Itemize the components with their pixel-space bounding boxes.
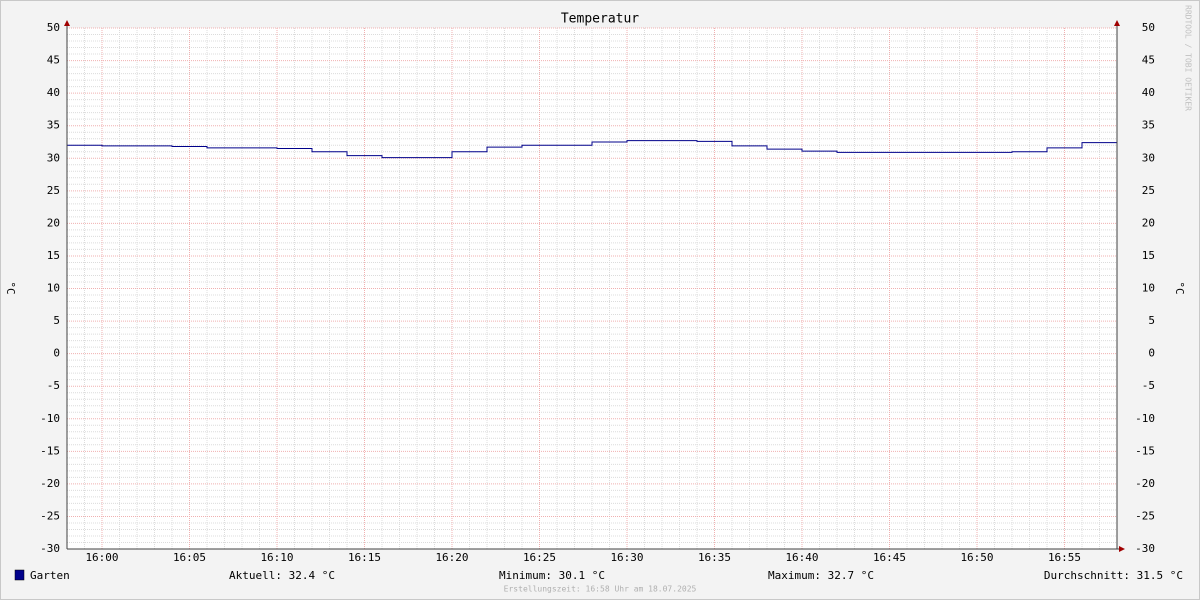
y-tick-label: -25 bbox=[40, 509, 60, 522]
y2-tick-label: 5 bbox=[1148, 314, 1155, 327]
x-tick-label: 16:50 bbox=[960, 551, 993, 564]
stat: Durchschnitt: 31.5 °C bbox=[1044, 569, 1183, 582]
y-tick-label: -20 bbox=[40, 477, 60, 490]
y2-tick-label: 10 bbox=[1142, 282, 1155, 295]
x-tick-label: 16:00 bbox=[85, 551, 118, 564]
y-tick-label: 5 bbox=[53, 314, 60, 327]
footer: Erstellungszeit: 16:58 Uhr am 18.07.2025 bbox=[504, 585, 697, 594]
x-tick-label: 16:15 bbox=[348, 551, 381, 564]
y-tick-label: 25 bbox=[47, 184, 60, 197]
y-tick-label: 15 bbox=[47, 249, 60, 262]
y-tick-label: -10 bbox=[40, 412, 60, 425]
chart-title: Temperatur bbox=[561, 12, 639, 27]
y2-tick-label: 20 bbox=[1142, 216, 1155, 229]
y2-tick-label: 15 bbox=[1142, 249, 1155, 262]
y-axis-label: °C bbox=[4, 281, 17, 294]
y-tick-label: -30 bbox=[40, 542, 60, 555]
stat: Minimum: 30.1 °C bbox=[499, 569, 605, 582]
x-tick-label: 16:20 bbox=[435, 551, 468, 564]
x-tick-label: 16:05 bbox=[173, 551, 206, 564]
y2-tick-label: -25 bbox=[1135, 509, 1155, 522]
y2-tick-label: -15 bbox=[1135, 444, 1155, 457]
y-tick-label: 40 bbox=[47, 86, 60, 99]
y-tick-label: 35 bbox=[47, 119, 60, 132]
stat: Maximum: 32.7 °C bbox=[768, 569, 874, 582]
y2-tick-label: -20 bbox=[1135, 477, 1155, 490]
x-tick-label: 16:55 bbox=[1048, 551, 1081, 564]
y2-axis-label: °C bbox=[1173, 281, 1186, 294]
y-tick-label: 0 bbox=[53, 347, 60, 360]
y-tick-label: 30 bbox=[47, 151, 60, 164]
x-tick-label: 16:30 bbox=[610, 551, 643, 564]
y2-tick-label: 0 bbox=[1148, 347, 1155, 360]
y2-tick-label: 35 bbox=[1142, 119, 1155, 132]
y2-tick-label: -30 bbox=[1135, 542, 1155, 555]
y2-tick-label: 50 bbox=[1142, 21, 1155, 34]
y2-tick-label: -5 bbox=[1142, 379, 1155, 392]
stat: Aktuell: 32.4 °C bbox=[229, 569, 335, 582]
y-tick-label: 45 bbox=[47, 54, 60, 67]
x-tick-label: 16:40 bbox=[785, 551, 818, 564]
y-tick-label: 50 bbox=[47, 21, 60, 34]
x-tick-label: 16:35 bbox=[698, 551, 731, 564]
y2-tick-label: 40 bbox=[1142, 86, 1155, 99]
y-tick-label: 20 bbox=[47, 216, 60, 229]
y2-tick-label: 45 bbox=[1142, 54, 1155, 67]
axis-arrow bbox=[64, 20, 70, 26]
x-tick-label: 16:25 bbox=[523, 551, 556, 564]
y-tick-label: -5 bbox=[47, 379, 60, 392]
axis-arrow bbox=[1119, 546, 1125, 552]
x-tick-label: 16:10 bbox=[260, 551, 293, 564]
legend-label: Garten bbox=[30, 569, 70, 582]
legend-swatch bbox=[14, 569, 25, 581]
plot bbox=[67, 140, 1117, 159]
y2-tick-label: -10 bbox=[1135, 412, 1155, 425]
x-tick-label: 16:45 bbox=[873, 551, 906, 564]
y-tick-label: 10 bbox=[47, 282, 60, 295]
series-line bbox=[67, 140, 1117, 159]
grid bbox=[66, 27, 1118, 550]
axis-arrow bbox=[1114, 20, 1120, 26]
watermark: RRDTOOL / TOBI OETIKER bbox=[1184, 5, 1193, 111]
y-tick-label: -15 bbox=[40, 444, 60, 457]
y2-tick-label: 25 bbox=[1142, 184, 1155, 197]
y2-tick-label: 30 bbox=[1142, 151, 1155, 164]
